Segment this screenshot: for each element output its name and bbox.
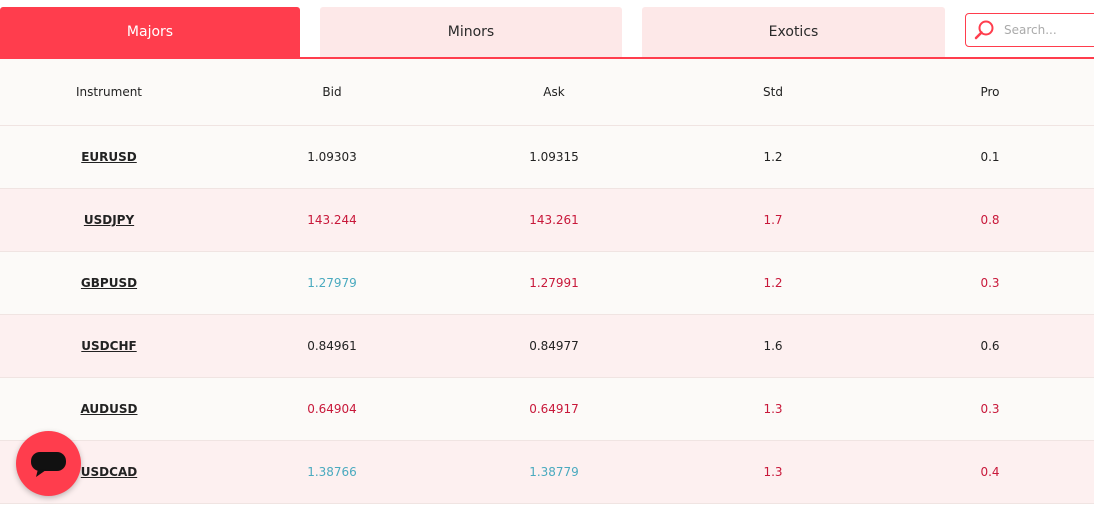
table-row: AUDUSD 0.64904 0.64917 1.3 0.3	[0, 378, 1094, 441]
price-cell: 143.261	[529, 213, 579, 227]
column-header: Instrument	[75, 85, 143, 99]
price-table: Instrument Bid Ask Std Pro EURUSD 1.09303 1.093…	[0, 59, 1094, 504]
price-cell: 0.6	[980, 339, 1000, 353]
column-header: Pro	[980, 85, 1000, 99]
price-cell: 0.84977	[529, 339, 579, 353]
price-cell: 1.7	[763, 213, 783, 227]
tab[interactable]: Majors	[0, 7, 300, 57]
price-cell: 1.6	[763, 339, 783, 353]
price-cell: 1.09303	[307, 150, 357, 164]
tab-underline	[0, 57, 1094, 59]
price-cell: 0.64917	[529, 402, 579, 416]
search-box[interactable]: Search...	[965, 13, 1094, 47]
column-header: Std	[763, 85, 783, 99]
price-cell: 143.244	[307, 213, 357, 227]
chat-icon	[31, 452, 66, 477]
price-cell: 1.3	[763, 465, 783, 479]
instrument-link[interactable]: GBPUSD	[80, 276, 138, 290]
price-cell: 1.2	[763, 276, 783, 290]
price-cell: 0.8	[980, 213, 1000, 227]
price-cell: 0.3	[980, 276, 1000, 290]
header-row: Instrument Bid Ask Std Pro	[0, 59, 1094, 126]
price-cell: 1.3	[763, 402, 783, 416]
table-row: EURUSD 1.09303 1.09315 1.2 0.1	[0, 126, 1094, 189]
column-header: Bid	[322, 85, 342, 99]
price-cell: 0.3	[980, 402, 1000, 416]
chat-button[interactable]	[16, 431, 81, 496]
price-cell: 1.09315	[529, 150, 579, 164]
column-header: Ask	[543, 85, 565, 99]
price-cell: 0.1	[980, 150, 1000, 164]
table-row: USDJPY 143.244 143.261 1.7 0.8	[0, 189, 1094, 252]
search-placeholder: Search...	[1004, 23, 1057, 37]
price-cell: 1.38766	[307, 465, 357, 479]
price-cell: 1.38779	[529, 465, 579, 479]
instrument-link[interactable]: EURUSD	[81, 150, 137, 164]
price-cell: 0.4	[980, 465, 1000, 479]
tab[interactable]: Exotics	[642, 7, 945, 57]
instrument-link[interactable]: USDCAD	[80, 465, 138, 479]
tab[interactable]: Minors	[320, 7, 622, 57]
instrument-link[interactable]: USDJPY	[83, 213, 135, 227]
price-cell: 0.64904	[307, 402, 357, 416]
table-row: USDCAD 1.38766 1.38779 1.3 0.4	[0, 441, 1094, 504]
price-cell: 1.2	[763, 150, 783, 164]
price-cell: 0.84961	[307, 339, 357, 353]
instrument-link[interactable]: USDCHF	[81, 339, 137, 353]
table-row: USDCHF 0.84961 0.84977 1.6 0.6	[0, 315, 1094, 378]
price-cell: 1.27991	[529, 276, 579, 290]
instrument-link[interactable]: AUDUSD	[80, 402, 138, 416]
table-row: GBPUSD 1.27979 1.27991 1.2 0.3	[0, 252, 1094, 315]
search-icon	[974, 20, 994, 40]
price-cell: 1.27979	[307, 276, 357, 290]
